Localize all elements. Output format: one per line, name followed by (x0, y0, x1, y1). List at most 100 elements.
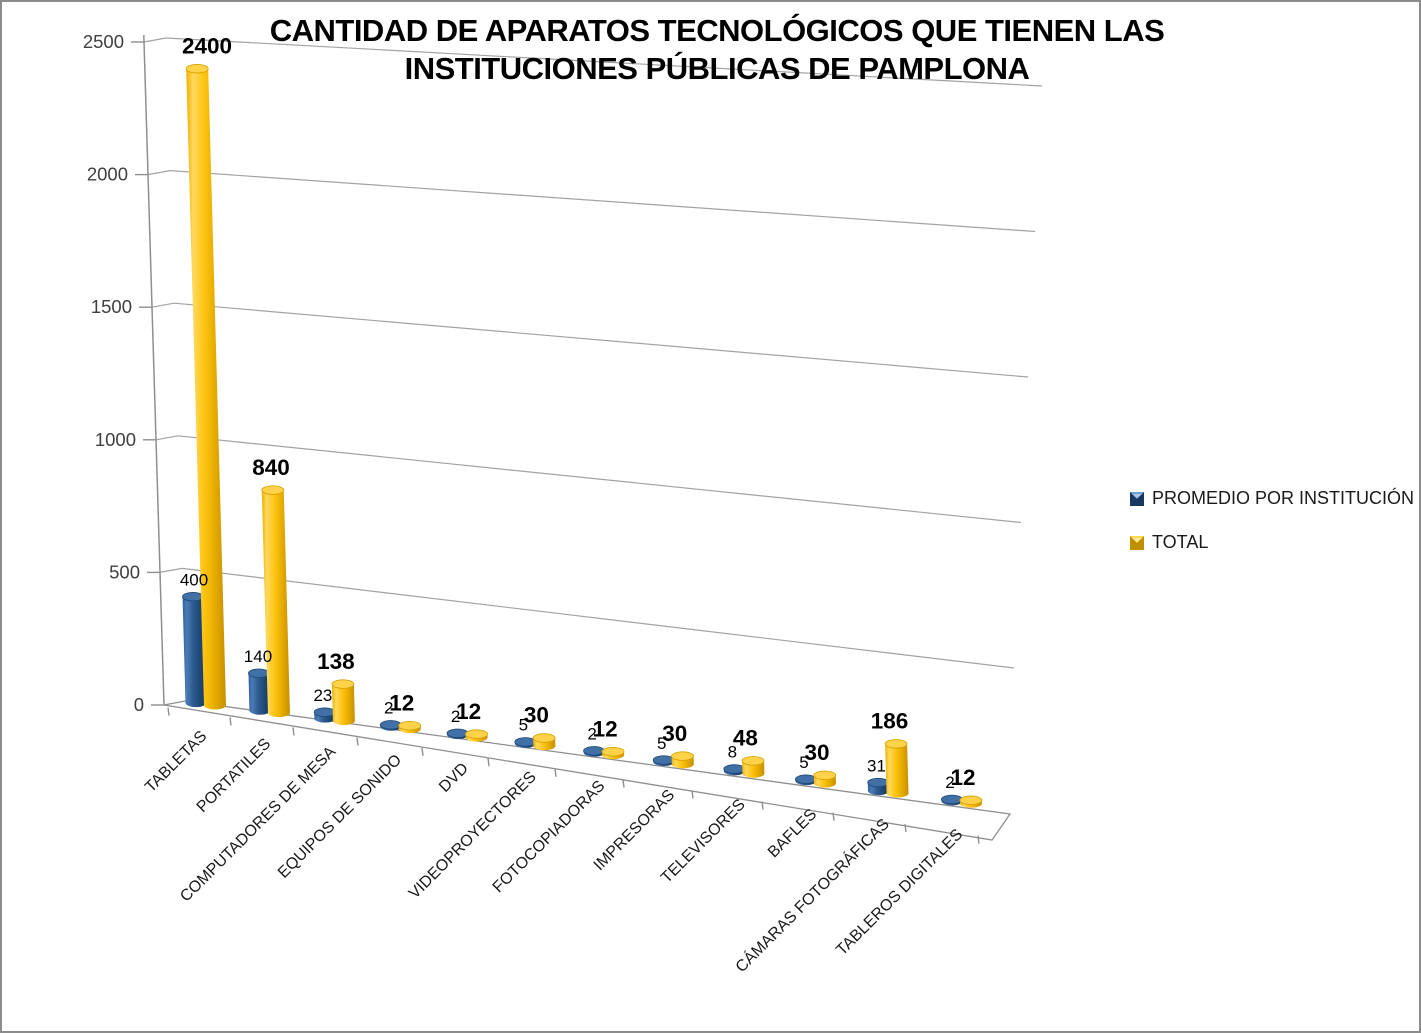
chart-title-line2: INSTITUCIONES PÚBLICAS DE PAMPLONA (404, 51, 1030, 86)
category-axis-tick (904, 823, 907, 833)
bar-promedio-portatiles[interactable] (248, 668, 271, 715)
value-label-promedio: 5 (657, 734, 666, 753)
value-label-total: 840 (252, 455, 290, 480)
category-label-tabletas: TABLETAS (142, 728, 210, 796)
y-axis-tick-label: 2500 (83, 31, 124, 52)
category-label-computadores-de-mesa: COMPUTADORES DE MESA (177, 743, 339, 905)
bar-promedio-televisores[interactable] (723, 764, 746, 776)
value-label-promedio: 2 (384, 699, 393, 718)
y-axis: 2500 2000 1500 1000 500 0 (83, 31, 165, 715)
category-axis-tick (691, 790, 694, 799)
bar-promedio-impresoras[interactable] (652, 755, 675, 766)
value-label-promedio: 23 (313, 686, 332, 705)
bar-total-videoproyectores[interactable] (532, 733, 556, 751)
category-label-videoproyectores: VIDEOPROYECTORES (406, 769, 540, 903)
value-label-total: 2400 (182, 33, 232, 58)
category-axis-tick (487, 758, 490, 767)
bar-promedio-camaras-fotograficas[interactable] (867, 777, 890, 796)
bars (182, 64, 983, 808)
gridline (143, 37, 1043, 87)
category-label-televisores: TELEVISORES (658, 796, 749, 887)
gridline (151, 302, 1029, 378)
chart-title-line1: CANTIDAD DE APARATOS TECNOLÓGICOS QUE TI… (269, 13, 1165, 48)
bar-total-tabletas[interactable] (185, 64, 226, 710)
chart-title: CANTIDAD DE APARATOS TECNOLÓGICOS QUE TI… (152, 12, 1282, 88)
legend-label-promedio: PROMEDIO POR INSTITUCIÓN (1152, 488, 1415, 508)
value-label-promedio: 400 (180, 570, 208, 589)
legend-label-total: TOTAL (1152, 532, 1209, 552)
category-label-camaras-fotograficas: CÁMARAS FOTOGRÁFICAS (731, 814, 893, 976)
value-label-total: 30 (524, 703, 549, 728)
category-axis-tick (292, 727, 295, 736)
value-label-promedio: 5 (519, 716, 528, 735)
value-label-total: 12 (593, 716, 618, 741)
value-label-total: 12 (456, 699, 481, 724)
y-axis-tick-label: 500 (109, 561, 140, 582)
value-label-promedio: 2 (945, 773, 954, 792)
bar-promedio-bafles[interactable] (795, 774, 817, 786)
legend: PROMEDIO POR INSTITUCIÓN TOTAL (1130, 488, 1414, 576)
value-label-promedio: 5 (799, 753, 808, 772)
bar-promedio-tableros-digitales[interactable] (941, 794, 963, 806)
floor-plane (163, 700, 1012, 841)
category-label-equipos-de-sonido: EQUIPOS DE SONIDO (275, 751, 405, 881)
value-label-promedio: 31 (867, 756, 886, 775)
bar-total-portatiles[interactable] (261, 485, 290, 718)
category-axis-tick (421, 747, 424, 756)
y-axis-tick-label: 2000 (87, 164, 128, 185)
category-axis-tick (229, 717, 232, 726)
category-axis-tick (622, 779, 625, 788)
bar-promedio-dvd[interactable] (446, 728, 469, 740)
y-axis-tick-label: 0 (134, 694, 144, 715)
category-label-bafles: BAFLES (765, 806, 820, 861)
value-label-total: 30 (804, 740, 829, 765)
value-label-total: 12 (950, 765, 975, 790)
bar-total-tableros-digitales[interactable] (959, 795, 983, 808)
bar-total-impresoras[interactable] (671, 751, 694, 769)
value-label-total: 186 (871, 709, 909, 734)
gridline (147, 169, 1036, 233)
category-axis-tick (167, 707, 170, 716)
legend-marker-yellow-icon (1130, 535, 1144, 550)
category-label-dvd: DVD (436, 760, 472, 796)
bar-total-equipos-de-sonido[interactable] (398, 720, 422, 734)
value-label-total: 48 (733, 725, 758, 750)
bar-promedio-fotocopiadoras[interactable] (583, 746, 605, 757)
category-axis-tick (832, 812, 835, 821)
bar-total-dvd[interactable] (465, 729, 488, 742)
bar-promedio-computadores-de-mesa[interactable] (313, 707, 336, 723)
bar-total-bafles[interactable] (813, 770, 837, 788)
y-axis-line (143, 34, 165, 706)
bar-promedio-videoproyectores[interactable] (514, 737, 537, 748)
legend-item-promedio[interactable]: PROMEDIO POR INSTITUCIÓN (1130, 488, 1414, 509)
legend-item-total[interactable]: TOTAL (1130, 532, 1414, 553)
category-label-portatiles: PORTATILES (194, 735, 275, 816)
value-label-promedio: 8 (728, 743, 737, 762)
value-label-promedio: 140 (244, 647, 272, 666)
y-axis-tick-label: 1000 (95, 429, 136, 450)
value-label-total: 138 (317, 649, 355, 674)
bar-total-computadores-de-mesa[interactable] (331, 679, 355, 726)
gridline (159, 567, 1015, 669)
bar-total-camaras-fotograficas[interactable] (884, 739, 909, 798)
bar-promedio-tabletas[interactable] (182, 592, 207, 708)
category-label-impresoras: IMPRESORAS (591, 787, 678, 874)
category-axis-tick (356, 737, 359, 746)
y-axis-tick-label: 1500 (91, 296, 132, 317)
category-axis-tick (977, 835, 980, 844)
gridlines (143, 37, 1043, 669)
bar-total-fotocopiadoras[interactable] (601, 746, 625, 760)
category-axis-tick (554, 768, 557, 777)
gridline (155, 435, 1022, 524)
bar-total-televisores[interactable] (741, 756, 765, 778)
bar-promedio-equipos-de-sonido[interactable] (379, 720, 402, 731)
value-label-promedio: 2 (587, 725, 596, 744)
legend-marker-blue-icon (1130, 491, 1144, 506)
value-label-promedio: 2 (451, 707, 460, 726)
category-axis-tick (761, 801, 764, 810)
chart-floor (163, 700, 1012, 844)
data-labels: 4002400140840231382122125302125308485303… (180, 33, 976, 792)
value-label-total: 30 (662, 721, 687, 746)
